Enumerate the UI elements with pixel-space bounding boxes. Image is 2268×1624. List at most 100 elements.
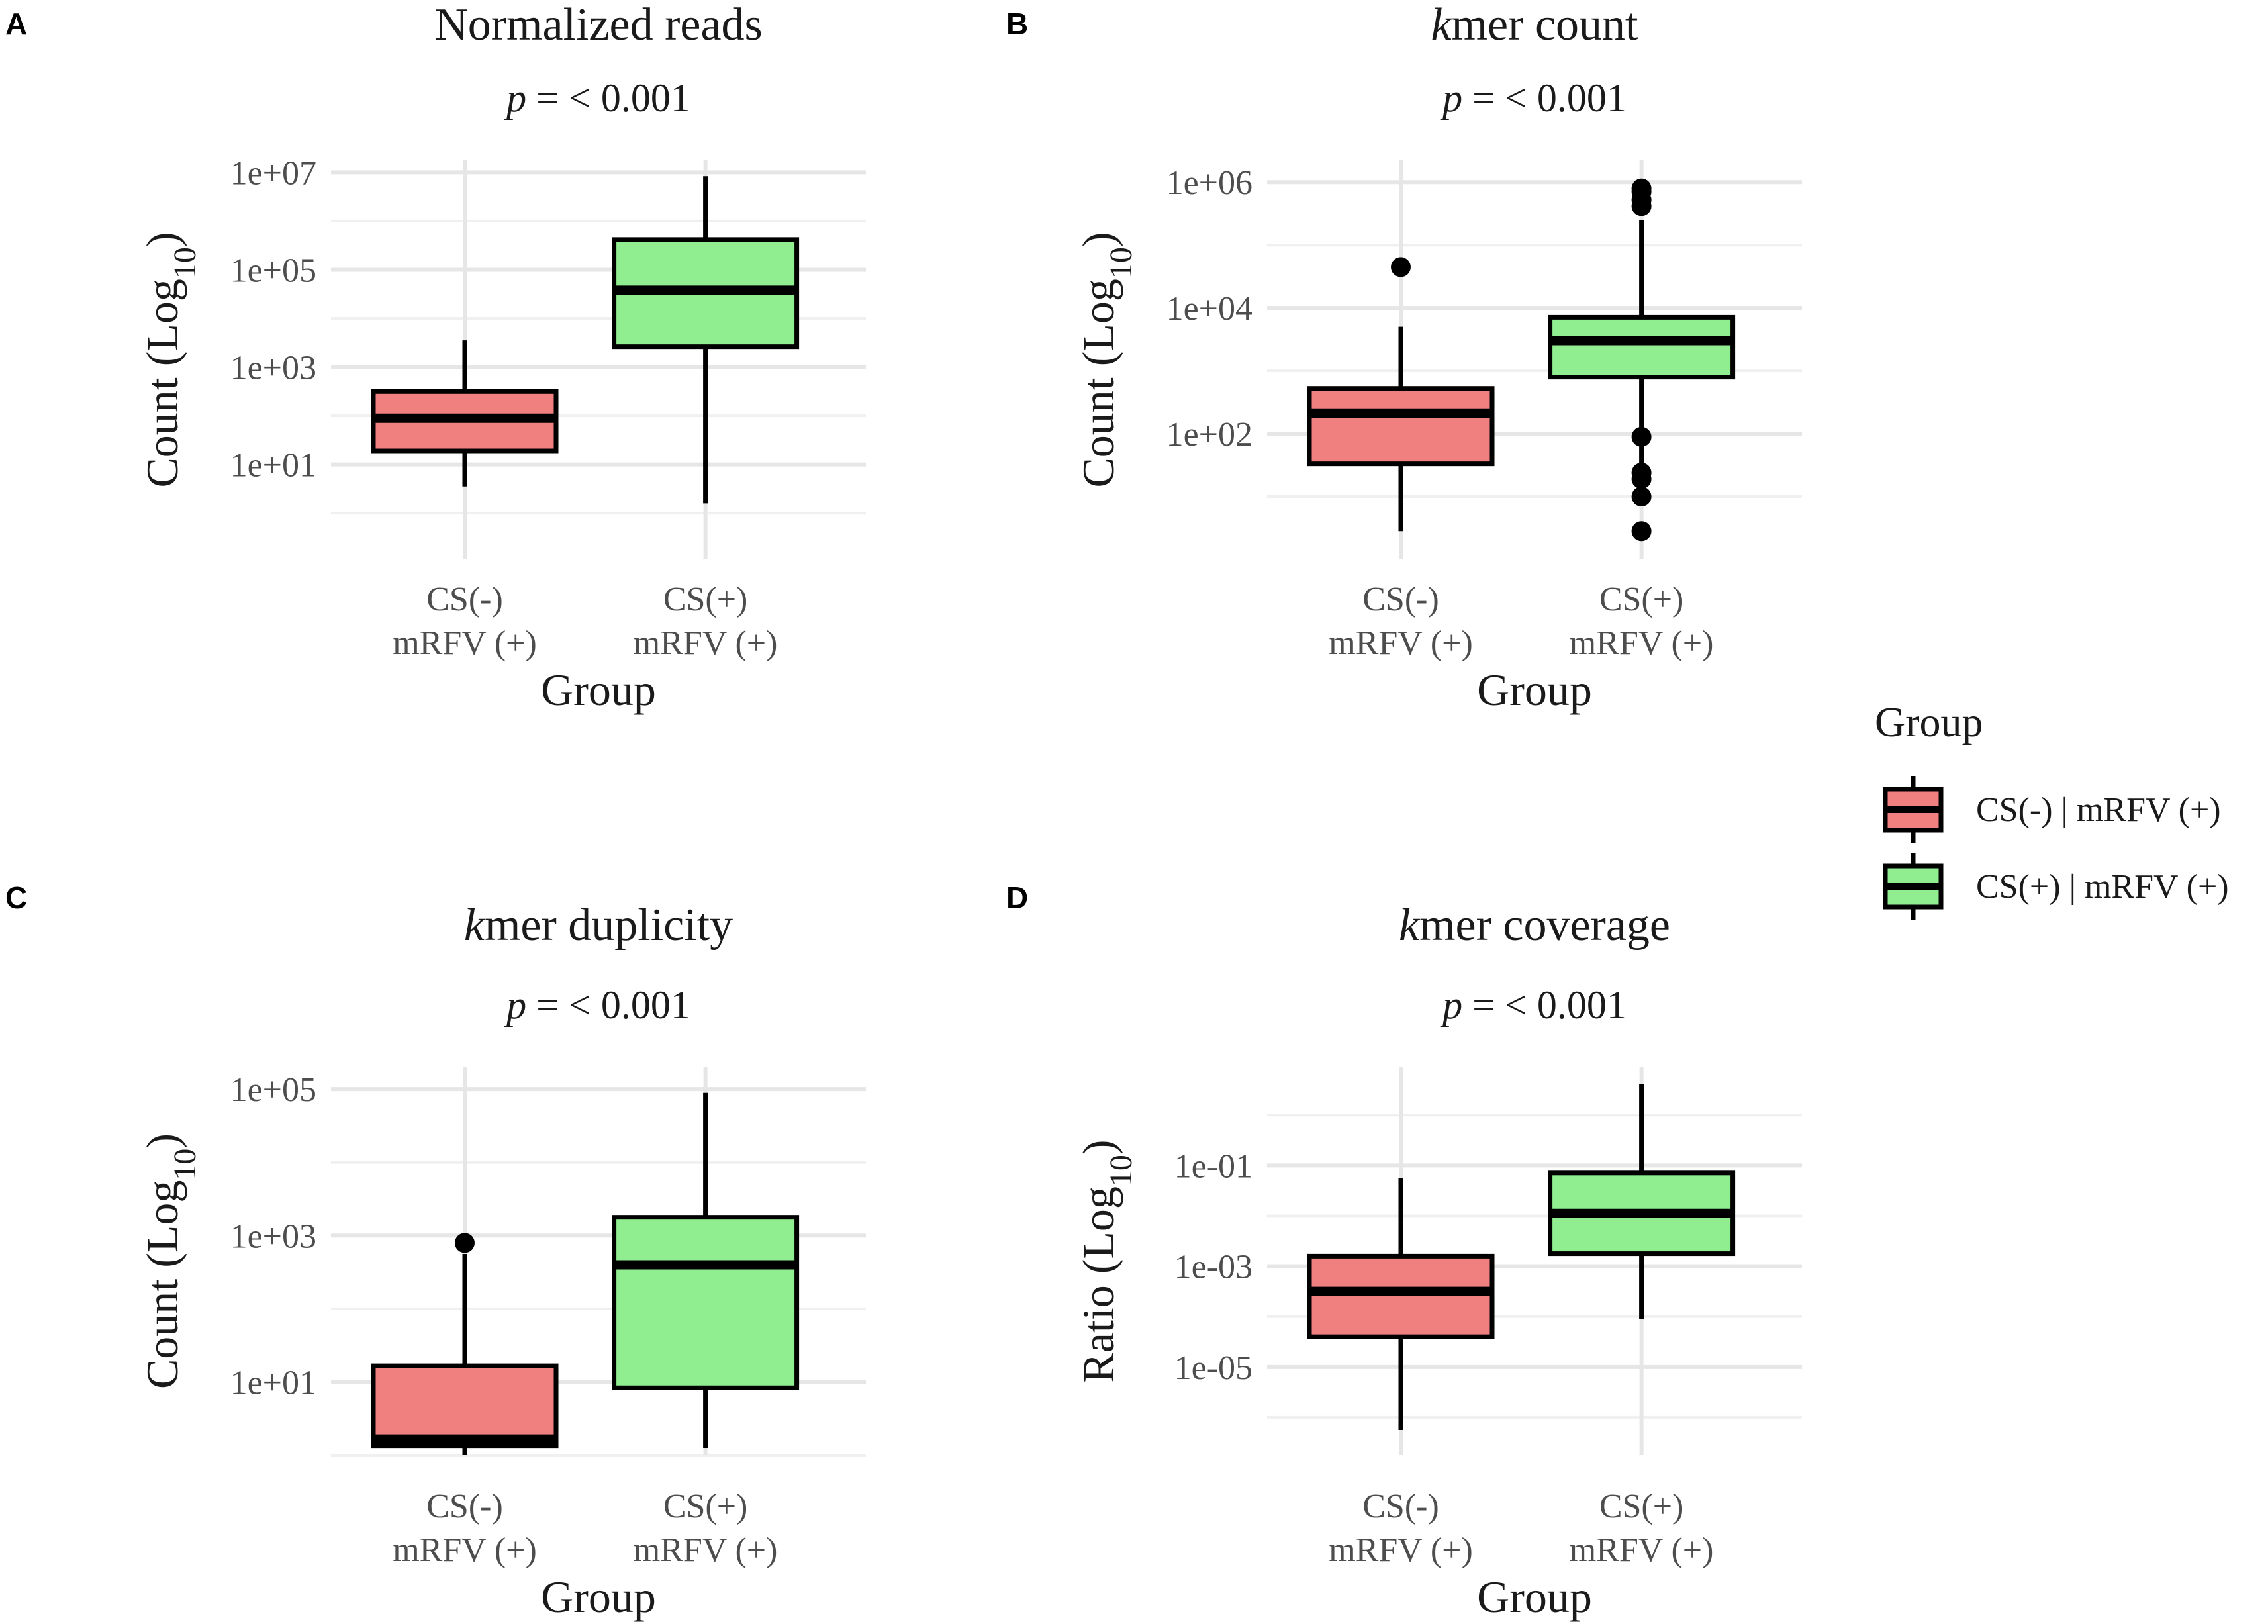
y-axis-label-subscript: 10 [1104,247,1139,279]
y-axis-label-close: ) [1073,232,1123,247]
chart-title: kmer duplicity [464,900,733,951]
y-tick-label: 1e+05 [230,1071,316,1109]
panel-tag: C [5,881,27,915]
p-value-text: = < 0.001 [526,983,690,1027]
title-italic-prefix: k [464,900,486,951]
box-group-1 [1307,1178,1495,1430]
x-tick-label-line2: mRFV (+) [1570,624,1714,662]
p-symbol: p [1440,76,1462,120]
x-axis-label: Group [1477,665,1592,715]
y-axis-label-text: Count (Log [1073,279,1123,487]
y-axis-label-text: Count (Log [137,1180,187,1389]
y-tick-label: 1e+01 [230,1364,316,1402]
y-tick-label: 1e-03 [1174,1249,1252,1286]
y-tick-label: 1e+03 [230,350,316,387]
y-tick-label: 1e+07 [230,154,316,192]
y-tick-label: 1e+05 [230,252,316,289]
p-symbol: p [1440,983,1462,1027]
box-group-1 [371,340,559,487]
x-tick-label-line2: mRFV (+) [1329,1531,1473,1569]
x-tick-label-line2: mRFV (+) [1329,624,1473,662]
p-symbol: p [504,76,526,120]
y-tick-label: 1e+04 [1166,290,1252,328]
y-axis-label-text: Count (Log [137,279,187,487]
panel-tag: B [1006,7,1028,41]
box-group-1 [371,1233,559,1455]
y-axis-label-subscript: 10 [167,247,203,279]
iqr-box [371,1363,559,1449]
legend-item-2: CS(+) | mRFV (+) [1883,853,2229,920]
iqr-box [1307,386,1495,467]
box-group-1 [1307,257,1495,532]
x-tick-label-line1: CS(-) [426,581,503,618]
box-group-2 [1548,178,1736,542]
title-text: mer duplicity [485,900,733,951]
y-axis-label-close: ) [137,232,187,247]
box-group-2 [612,1092,800,1448]
legend-label: CS(+) | mRFV (+) [1976,868,2229,906]
p-value-text: = < 0.001 [1462,983,1627,1027]
chart-title: kmer coverage [1399,900,1670,951]
p-value-label: p = < 0.001 [504,76,690,120]
x-tick-label-line1: CS(+) [663,581,748,618]
y-tick-label: 1e-01 [1174,1147,1252,1185]
x-tick-label-line1: CS(+) [1599,1488,1684,1525]
legend: Group CS(-) | mRFV (+) CS(+) | mRFV (+) [1875,698,2229,920]
p-value-label: p = < 0.001 [1440,983,1627,1027]
iqr-box [1548,314,1736,380]
legend-label: CS(-) | mRFV (+) [1976,791,2221,829]
x-tick-label-line1: CS(-) [1362,581,1439,618]
y-tick-label: 1e-05 [1174,1349,1252,1387]
title-italic-prefix: k [1431,0,1453,50]
outlier-point [1391,257,1411,277]
y-tick-label: 1e+03 [230,1218,316,1255]
title-text: mer coverage [1419,900,1670,951]
y-axis-label-subscript: 10 [167,1149,203,1180]
iqr-box [612,1215,800,1390]
x-axis-label: Group [1477,1572,1592,1622]
box-group-2 [612,176,800,504]
panel-tag: A [5,7,27,41]
x-tick-label-line1: CS(+) [1599,581,1684,618]
p-symbol: p [504,983,526,1027]
outlier-point [1631,426,1652,447]
iqr-box [1307,1253,1495,1339]
y-axis-label-close: ) [1073,1139,1123,1155]
y-tick-label: 1e+02 [1166,416,1252,454]
y-tick-label: 1e+01 [230,447,316,485]
chart-title: kmer count [1431,0,1638,50]
p-value-label: p = < 0.001 [1440,76,1627,120]
x-axis-label: Group [541,665,656,715]
p-value-text: = < 0.001 [526,76,690,120]
x-axis-label: Group [541,1572,656,1622]
outlier-point [1631,487,1652,507]
y-axis-label-subscript: 10 [1104,1155,1139,1186]
panel-tag: D [1006,881,1028,915]
y-axis-label: Count (Log10) [1073,232,1139,487]
x-tick-label-line2: mRFV (+) [393,1531,537,1569]
x-tick-label-line1: CS(-) [426,1488,503,1525]
p-value-text: = < 0.001 [1462,76,1627,120]
x-tick-label-line1: CS(+) [663,1488,748,1525]
title-text: Normalized reads [434,0,763,50]
y-axis-label-close: ) [137,1133,187,1149]
outlier-point [1631,462,1652,483]
x-tick-label-line1: CS(-) [1362,1488,1439,1525]
outlier-point [455,1233,475,1253]
panel-A: A Normalized reads p = < 0.001 1e+01 1e+03 1e… [5,0,866,715]
title-text: mer count [1452,0,1638,50]
legend-title: Group [1875,698,1983,745]
p-value-label: p = < 0.001 [504,983,690,1027]
x-tick-label-line2: mRFV (+) [1570,1531,1714,1569]
y-axis-label: Ratio (Log10) [1073,1139,1139,1382]
x-tick-label-line2: mRFV (+) [634,1531,778,1569]
x-tick-label-line2: mRFV (+) [634,624,778,662]
outlier-point [1631,178,1652,199]
chart-title: Normalized reads [434,0,763,50]
legend-item-1: CS(-) | mRFV (+) [1883,776,2221,843]
title-italic-prefix: k [1399,900,1421,951]
